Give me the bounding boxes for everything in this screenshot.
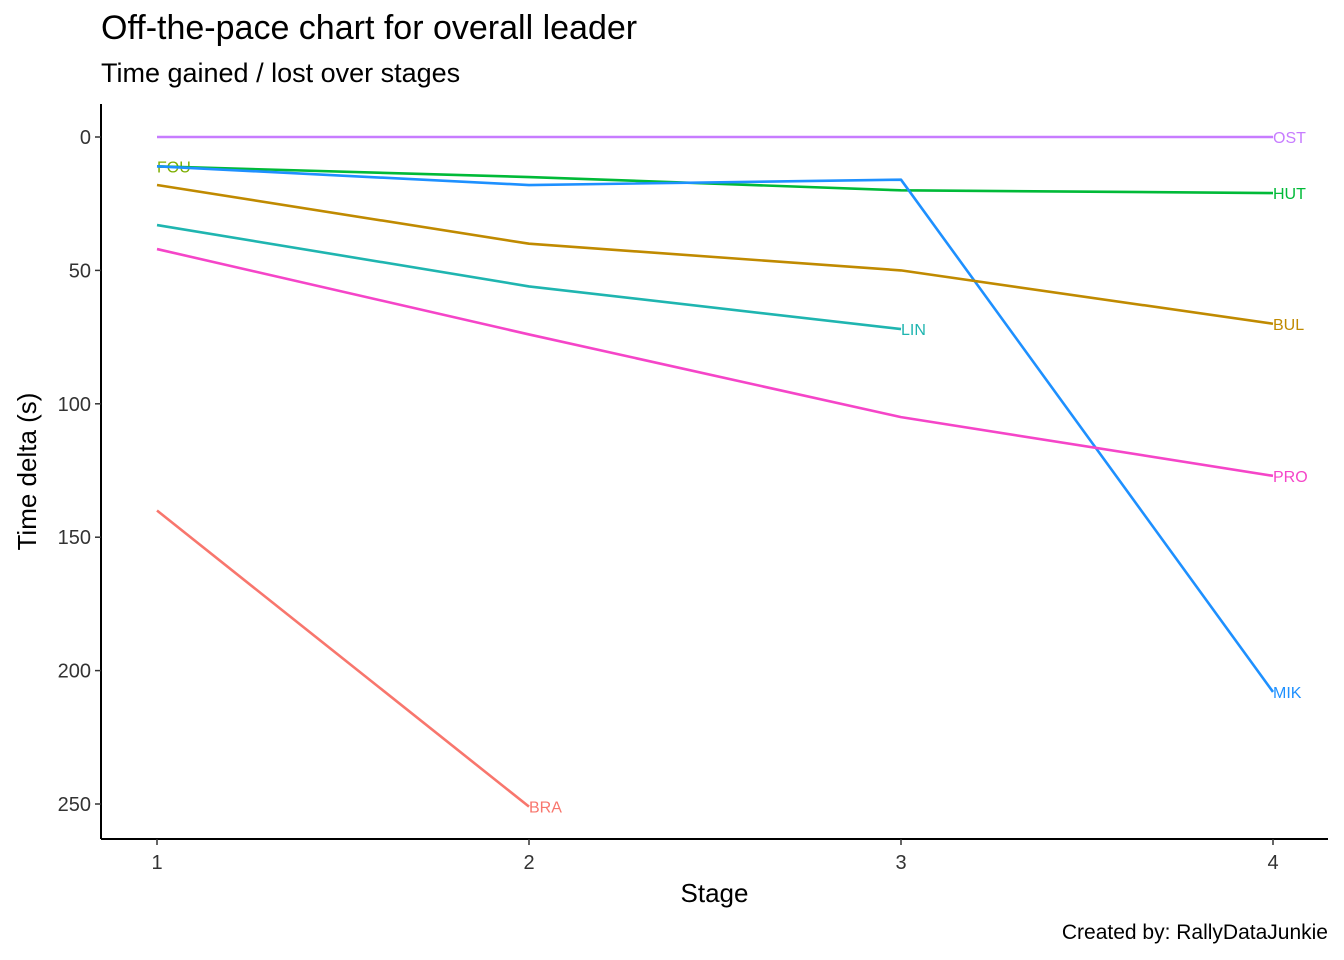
series-label-pro: PRO (1273, 469, 1308, 486)
x-tick-label: 2 (523, 852, 534, 874)
series-bul: BUL (156, 183, 1304, 334)
x-axis-title: Stage (681, 878, 749, 908)
series-label-bul: BUL (1273, 317, 1304, 334)
series-label-bra: BRA (529, 800, 562, 817)
series-label-lin: LIN (901, 322, 926, 339)
x-tick-label: 1 (151, 852, 162, 874)
y-tick-label: 150 (58, 527, 91, 549)
series-mik: MIK (156, 165, 1302, 702)
y-tick-label: 50 (69, 260, 91, 282)
series-label-ost: OST (1273, 130, 1306, 147)
series-line-mik (156, 165, 1275, 693)
series-line-bra (156, 509, 530, 808)
series-line-hut (156, 165, 1274, 195)
x-tick-label: 3 (895, 852, 906, 874)
series-line-pro (156, 247, 1274, 478)
y-tick-label: 0 (80, 127, 91, 149)
chart-subtitle: Time gained / lost over stages (101, 58, 461, 88)
series-hut: HUT (156, 165, 1306, 203)
y-tick-label: 250 (58, 794, 91, 816)
series-bra: BRA (156, 509, 562, 817)
series-label-hut: HUT (1273, 186, 1306, 203)
series-ost: OST (157, 130, 1306, 147)
series-line-lin (156, 223, 902, 331)
y-tick-label: 200 (58, 661, 91, 683)
series-pro: PRO (156, 247, 1308, 486)
y-axis-title: Time delta (s) (12, 393, 42, 551)
chart-caption: Created by: RallyDataJunkie (1061, 921, 1328, 944)
series-lin: LIN (156, 223, 926, 339)
axes-layer: 0 50 100 150 200 250 1 2 3 4 (58, 104, 1328, 874)
x-tick-label: 4 (1267, 852, 1278, 874)
chart-title: Off-the-pace chart for overall leader (101, 9, 638, 47)
y-tick-label: 100 (58, 394, 91, 416)
series-label-mik: MIK (1273, 685, 1302, 702)
series-line-bul (156, 183, 1274, 326)
